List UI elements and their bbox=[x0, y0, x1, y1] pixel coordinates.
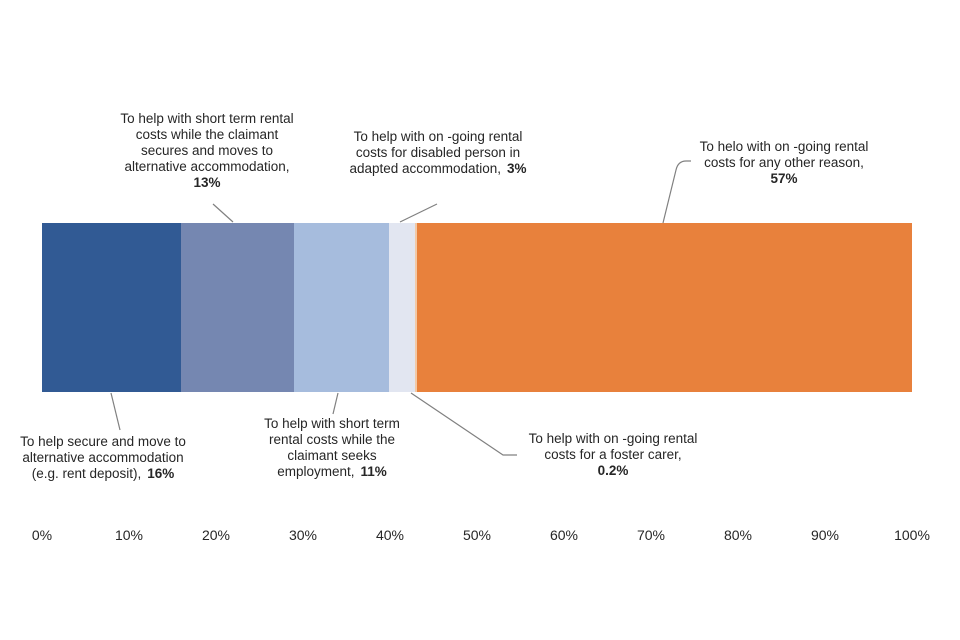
label-secure-and-move-16pct: To help secure and move to alternative a… bbox=[1, 434, 205, 482]
label-text: To help with on -going rental costs for … bbox=[528, 431, 698, 462]
label-text: To help secure and move to alternative a… bbox=[20, 434, 186, 481]
label-value: 57% bbox=[770, 171, 798, 186]
bar-segment-0.2% bbox=[415, 223, 418, 392]
label-disabled-adapted-3pct: To help with on -going rental costs for … bbox=[337, 129, 539, 177]
label-value: 13% bbox=[193, 175, 221, 190]
bar-segment-57% bbox=[417, 223, 912, 392]
x-axis-tick-60%: 60% bbox=[549, 527, 579, 543]
bar-segment-11% bbox=[293, 223, 390, 392]
x-axis-tick-20%: 20% bbox=[201, 527, 231, 543]
label-value: 16% bbox=[147, 466, 175, 481]
label-foster-carer-0.2pct: To help with on -going rental costs for … bbox=[512, 431, 714, 479]
label-value: 11% bbox=[360, 464, 387, 479]
leader-line-16pct bbox=[110, 392, 121, 431]
label-value: 3% bbox=[507, 161, 527, 176]
bar-segment-16% bbox=[42, 223, 181, 392]
leader-line-3pct bbox=[399, 203, 438, 223]
x-axis-tick-30%: 30% bbox=[288, 527, 318, 543]
stacked-bar bbox=[42, 223, 912, 392]
label-value: 0.2% bbox=[597, 463, 629, 478]
bar-segment-3% bbox=[389, 223, 416, 392]
x-axis-tick-50%: 50% bbox=[462, 527, 492, 543]
label-text: To help with short term rental costs whi… bbox=[264, 416, 400, 479]
x-axis-tick-90%: 90% bbox=[810, 527, 840, 543]
bar-segment-13% bbox=[180, 223, 294, 392]
x-axis-tick-10%: 10% bbox=[114, 527, 144, 543]
label-short-term-employment-11pct: To help with short term rental costs whi… bbox=[236, 416, 428, 480]
label-text: To helo with on -going rental costs for … bbox=[699, 139, 869, 170]
x-axis-tick-80%: 80% bbox=[723, 527, 753, 543]
label-short-term-secures-13pct: To help with short term rental costs whi… bbox=[106, 111, 308, 191]
leader-line-11pct bbox=[332, 392, 339, 415]
x-axis-tick-0%: 0% bbox=[31, 527, 53, 543]
label-any-other-reason-57pct: To helo with on -going rental costs for … bbox=[683, 139, 885, 187]
label-text: To help with on -going rental costs for … bbox=[349, 129, 523, 176]
x-axis-tick-70%: 70% bbox=[636, 527, 666, 543]
leader-line-13pct bbox=[212, 203, 234, 223]
label-text: To help with short term rental costs whi… bbox=[120, 111, 294, 174]
x-axis-tick-40%: 40% bbox=[375, 527, 405, 543]
x-axis-tick-100%: 100% bbox=[894, 527, 930, 543]
